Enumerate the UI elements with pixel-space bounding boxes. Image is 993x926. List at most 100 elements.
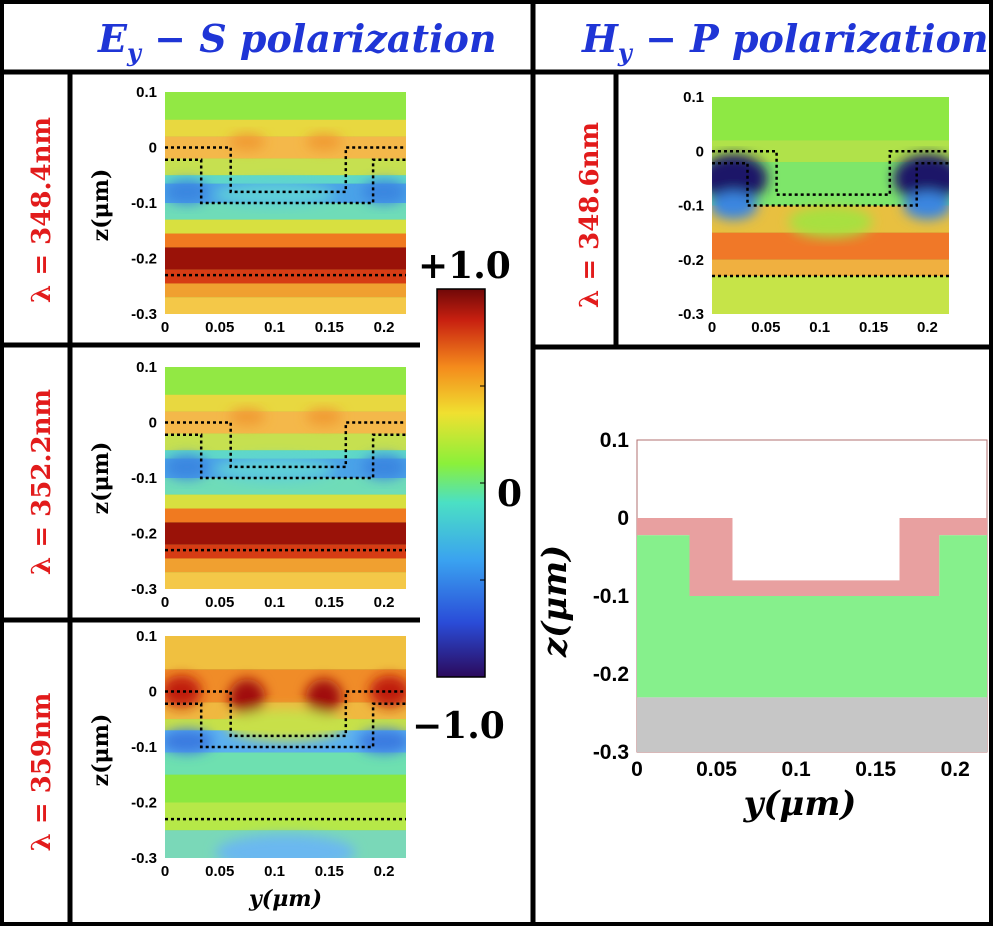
field-hotspot: [369, 675, 406, 708]
x-tick-label: 0: [161, 594, 169, 611]
field-hotspot: [165, 179, 209, 204]
field-band: [165, 494, 406, 509]
y-tick-label: -0.2: [131, 526, 157, 543]
field-band: [165, 367, 406, 395]
field-band: [165, 522, 406, 545]
y-tick-label: 0.1: [683, 89, 704, 106]
field-hotspot: [305, 679, 342, 716]
field-hotspot: [362, 454, 406, 479]
x-tick-label: 0.15: [859, 319, 888, 336]
x-tick-label: 0.15: [315, 594, 344, 611]
field-hotspot: [903, 191, 949, 220]
field-map-p1: 0 0.05 0.1 0.15 0.2 0.1 0 -0.1 -0.2 -0.3: [678, 89, 949, 336]
y-tick-label: 0: [696, 143, 704, 160]
x-tick-label: 0: [161, 319, 169, 336]
header-symbol: H: [581, 16, 619, 61]
field-map-s3: 0 0.05 0.1 0.15 0.2 0.1 0 -0.1 -0.2 -0.3 z(μm) y(μm…: [88, 628, 406, 912]
y-tick-label: 0.1: [136, 628, 157, 645]
x-tick-label: 0.1: [809, 319, 830, 336]
field-band: [165, 297, 406, 314]
structure-outline: [165, 421, 406, 469]
x-tick-label: 0.2: [941, 758, 970, 781]
field-features: [165, 133, 406, 207]
x-tick-label: 0.05: [205, 319, 234, 336]
field-hotspot: [305, 133, 342, 150]
field-band: [165, 203, 406, 220]
header-subscript: y: [617, 38, 634, 67]
field-band: [165, 774, 406, 803]
field-hotspot: [214, 457, 335, 482]
header-symbol: E: [97, 16, 128, 61]
y-tick-label: -0.3: [593, 741, 629, 764]
field-band: [165, 175, 406, 184]
y-tick-label: 0.1: [136, 84, 157, 101]
x-tick-label: 0.15: [315, 319, 344, 336]
colorbar-min-label: −1.0: [412, 705, 505, 747]
y-tick-label: -0.3: [678, 306, 704, 323]
y-tick-label: -0.2: [678, 252, 704, 269]
wavelength-label-s3: λ = 359nm: [27, 693, 57, 852]
x-tick-label: 0.15: [315, 863, 344, 880]
x-tick-label: 0.2: [917, 319, 938, 336]
header-rest: − S polarization: [141, 16, 497, 61]
field-hotspot: [165, 454, 209, 479]
field-band: [165, 92, 406, 120]
field-hotspot: [214, 182, 335, 207]
coating-layer: [637, 518, 987, 596]
field-band: [165, 233, 406, 248]
field-hotspot: [215, 834, 356, 858]
field-band: [165, 669, 406, 703]
field-band: [165, 283, 406, 298]
y-tick-label: -0.1: [678, 198, 704, 215]
x-tick-label: 0.2: [374, 594, 395, 611]
field-hotspot: [712, 191, 758, 220]
x-tick-label: 0.05: [205, 594, 234, 611]
field-image: [165, 636, 406, 858]
field-hotspot: [165, 729, 213, 754]
field-band: [165, 572, 406, 589]
field-hotspot: [225, 708, 346, 741]
field-band: [165, 508, 406, 523]
field-features: [165, 408, 406, 482]
field-map-s2: 0 0.05 0.1 0.15 0.2 0.1 0 -0.1 -0.2 -0.3 z(μm): [88, 359, 406, 611]
y-tick-label: -0.2: [131, 795, 157, 812]
field-hotspot: [712, 154, 768, 203]
x-tick-label: 0.1: [264, 863, 285, 880]
y-axis-label: z(μm): [88, 442, 114, 515]
wavelength-label-p1: λ = 348.6nm: [575, 122, 605, 308]
field-band: [712, 276, 949, 314]
structure-outline-inner: [712, 161, 949, 207]
y-tick-label: -0.1: [131, 739, 157, 756]
substrate-layer: [637, 697, 987, 752]
field-band: [165, 119, 406, 137]
field-hotspot: [229, 679, 266, 716]
x-tick-label: 0.2: [374, 863, 395, 880]
field-band: [165, 269, 406, 284]
colorbar-max-label: +1.0: [418, 245, 511, 287]
field-band: [165, 802, 406, 831]
x-tick-label: 0.15: [855, 758, 896, 781]
field-band: [165, 544, 406, 559]
colorbar-mid-label: 0: [497, 473, 522, 515]
y-tick-label: 0: [149, 415, 157, 432]
field-hotspot: [788, 205, 873, 238]
y-tick-label: 0: [149, 684, 157, 701]
x-tick-label: 0.1: [264, 594, 285, 611]
y-axis-label: z(μm): [88, 714, 114, 787]
y-axis-label: z(μm): [88, 169, 114, 242]
structure-outline-inner: [165, 702, 406, 749]
y-tick-label: -0.1: [593, 585, 630, 608]
y-tick-label: -0.3: [131, 581, 157, 598]
structure-diagram: 0 0.05 0.1 0.15 0.2 0.1 0 -0.1 -0.2 -0.3 z(μm) y(μm…: [535, 429, 988, 824]
y-axis-label: z(μm): [535, 545, 575, 658]
colorbar: +1.0 0 −1.0: [412, 245, 522, 747]
field-hotspot: [229, 408, 266, 425]
field-band: [165, 752, 406, 775]
x-tick-label: 0.05: [751, 319, 780, 336]
field-hotspot: [305, 408, 342, 425]
y-tick-label: -0.3: [131, 850, 157, 867]
y-tick-label: -0.1: [131, 470, 157, 487]
x-tick-label: 0.05: [205, 863, 234, 880]
